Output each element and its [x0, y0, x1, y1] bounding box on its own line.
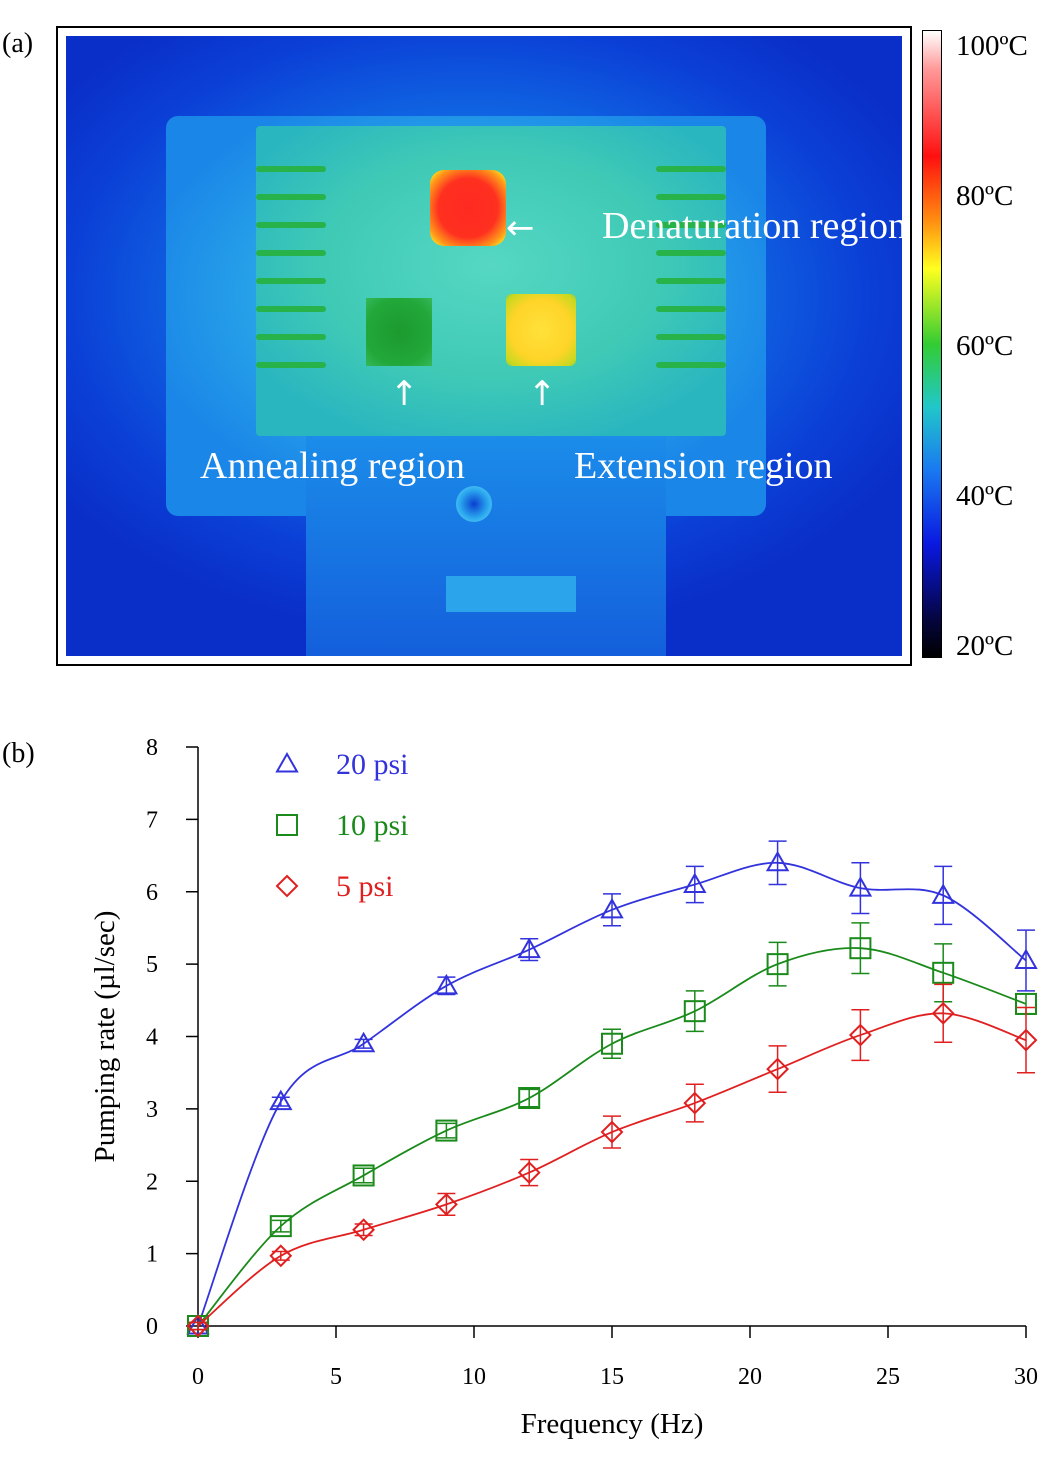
data-point: [931, 1001, 955, 1025]
heat-fin: [256, 306, 326, 312]
data-point: [435, 1119, 458, 1142]
data-point: [932, 961, 955, 984]
colorbar-tick: 60ºC: [956, 330, 1014, 362]
data-point: [269, 1244, 293, 1268]
y-tick-label: 4: [146, 1025, 158, 1051]
panel-a-label: (a): [2, 28, 34, 59]
denaturation-heater: [430, 170, 506, 246]
y-tick-label: 5: [146, 952, 158, 978]
x-tick-label: 25: [876, 1364, 900, 1390]
data-point: [683, 872, 707, 894]
series-line: [197, 1012, 1027, 1327]
data-point: [848, 1023, 872, 1047]
legend-label: 10 psi: [336, 809, 409, 842]
data-point: [1014, 1028, 1038, 1052]
left-arrow-icon: ←: [506, 208, 535, 248]
heat-fin: [656, 278, 726, 284]
y-tick-label: 2: [146, 1169, 158, 1195]
data-point: [186, 1314, 210, 1338]
data-point: [517, 1161, 541, 1184]
heat-fin: [256, 334, 326, 340]
x-tick-label: 10: [462, 1364, 486, 1390]
thermal-image-frame: ← ↑ ↑ Denaturation region Annealing regi…: [56, 26, 912, 666]
data-point: [766, 953, 789, 976]
data-point: [766, 1057, 790, 1081]
heat-fin: [256, 362, 326, 368]
data-point: [1014, 948, 1038, 970]
annealing-label: Annealing region: [200, 445, 465, 487]
colorbar-tick: 100ºC: [956, 30, 1028, 62]
x-tick-label: 5: [330, 1364, 342, 1390]
data-point: [434, 1192, 458, 1216]
data-point: [683, 1000, 706, 1023]
y-tick-label: 3: [146, 1097, 158, 1123]
data-point: [765, 850, 790, 872]
up-arrow-icon: ↑: [528, 374, 557, 414]
heat-fin: [656, 334, 726, 340]
data-point: [434, 973, 459, 995]
heat-fin: [656, 250, 726, 256]
connector: [446, 576, 576, 612]
up-arrow-icon: ↑: [390, 374, 419, 414]
data-point: [600, 897, 624, 919]
y-tick-label: 6: [146, 880, 158, 906]
x-tick-label: 30: [1014, 1364, 1038, 1390]
data-point: [186, 1313, 210, 1335]
heat-fin: [256, 222, 326, 228]
colorbar-tick: 20ºC: [956, 630, 1014, 662]
legend-marker: [275, 751, 299, 773]
annealing-heater: [366, 298, 432, 366]
x-tick-label: 0: [192, 1364, 204, 1390]
denaturation-label: Denaturation region: [602, 205, 907, 247]
heat-fin: [256, 194, 326, 200]
colorbar-tick: 80ºC: [956, 180, 1014, 212]
data-point: [849, 937, 872, 960]
x-tick-label: 15: [600, 1364, 624, 1390]
data-point: [848, 876, 873, 897]
data-point: [269, 1215, 292, 1238]
legend-label: 20 psi: [336, 748, 409, 781]
data-point: [269, 1089, 293, 1111]
extension-label: Extension region: [574, 445, 833, 487]
pumping-rate-chart: 0 1 2 3 4 5 6 7 8 0 5 10 15 20 25 30 Frequency (Hz) Pumpi…: [89, 735, 1038, 1440]
colorbar-tick: 40ºC: [956, 480, 1014, 512]
y-tick-label: 8: [146, 735, 158, 761]
temperature-colorbar: [922, 30, 942, 658]
legend-label: 5 psi: [336, 870, 394, 903]
series-line: [197, 861, 1027, 1327]
data-point: [931, 883, 955, 904]
data-point: [600, 1120, 624, 1144]
heat-fin: [256, 278, 326, 284]
legend-marker: [276, 814, 298, 836]
y-tick-label: 1: [146, 1242, 158, 1268]
data-point: [352, 1218, 376, 1242]
heat-fin: [256, 166, 326, 172]
data-point: [352, 1164, 375, 1187]
y-tick-label: 7: [146, 807, 158, 833]
data-point: [683, 1091, 707, 1115]
thermal-image: ← ↑ ↑: [66, 36, 902, 656]
data-point: [351, 1031, 376, 1053]
heat-fin: [256, 250, 326, 256]
bolt: [456, 486, 492, 522]
legend-marker: [275, 874, 299, 898]
x-tick-label: 20: [738, 1364, 762, 1390]
x-axis-label: Frequency (Hz): [521, 1408, 704, 1440]
heat-fin: [656, 194, 726, 200]
data-point: [518, 1087, 541, 1110]
panel-b-label: (b): [2, 738, 35, 769]
data-point: [517, 937, 541, 959]
data-point: [601, 1032, 623, 1055]
y-axis-label: Pumping rate (µl/sec): [89, 911, 121, 1163]
extension-heater: [506, 294, 576, 366]
heat-fin: [656, 362, 726, 368]
heat-fin: [656, 166, 726, 172]
y-tick-label: 0: [146, 1314, 158, 1340]
heater-stand: [306, 436, 666, 656]
heat-fin: [656, 222, 726, 228]
heat-fin: [656, 306, 726, 312]
